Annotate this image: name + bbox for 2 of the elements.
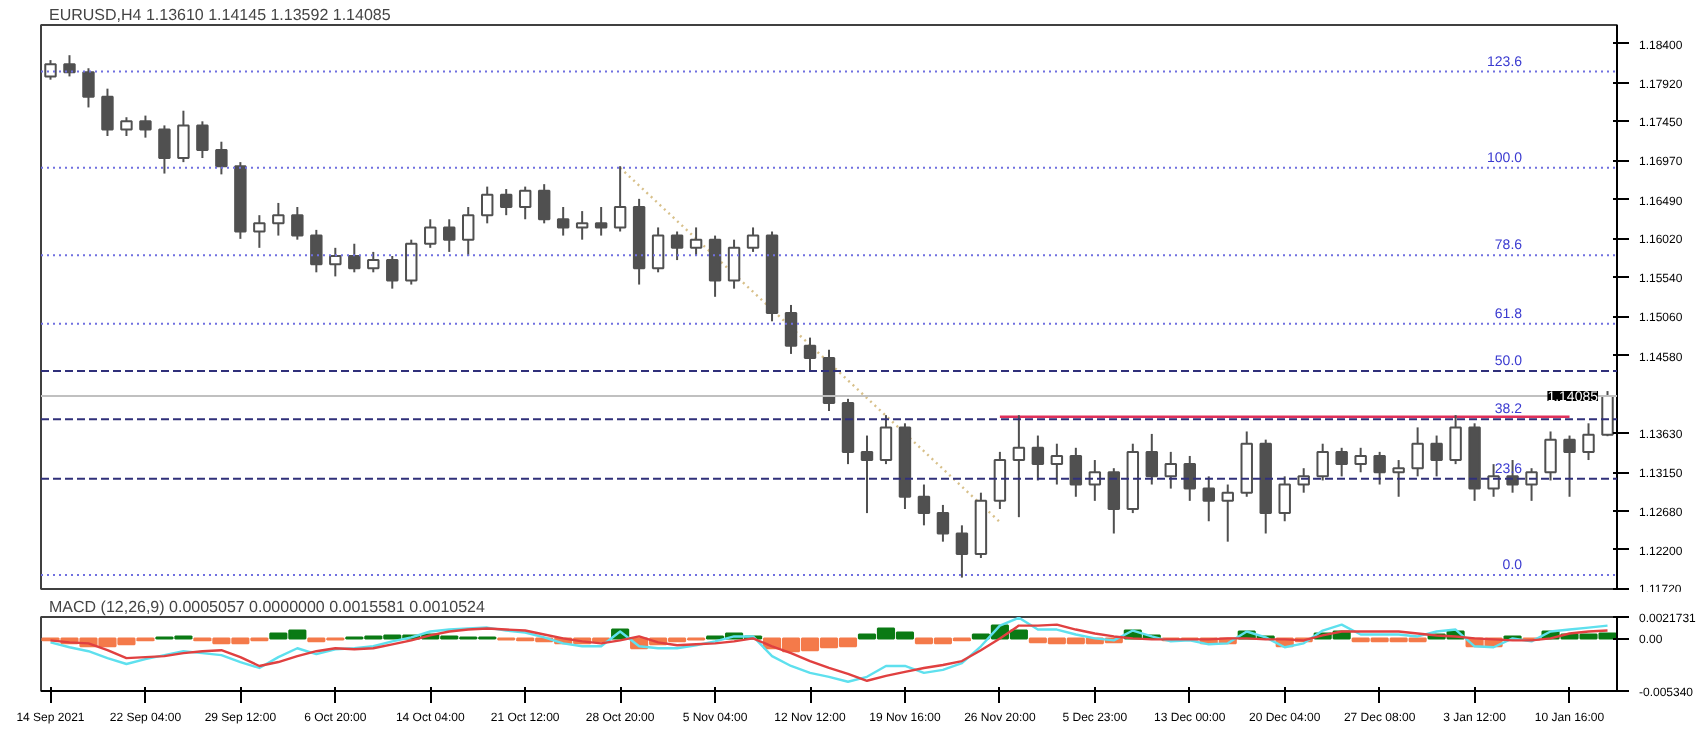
chart-title: MACD (12,26,9) 0.0005057 0.0000000 0.0015581 0.0010524 xyxy=(49,598,487,616)
chart-title: EURUSD,H4 1.13610 1.14145 1.13592 1.14085 xyxy=(49,6,392,24)
